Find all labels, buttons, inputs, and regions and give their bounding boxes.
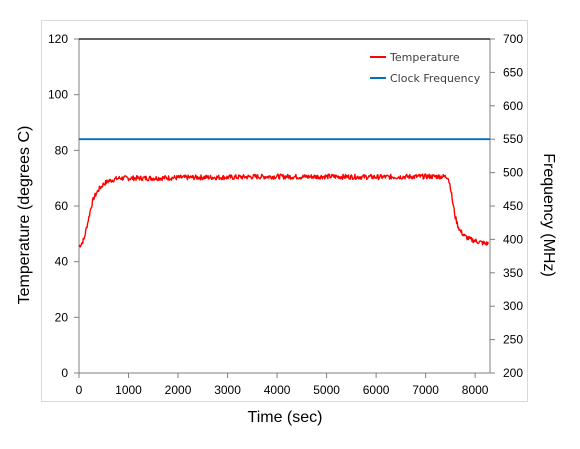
x-tick-label: 0 xyxy=(76,383,83,397)
x-tick-label: 4000 xyxy=(264,383,291,397)
y-right-tick: 350 xyxy=(490,266,523,280)
x-tick: 7000 xyxy=(412,373,439,397)
x-tick-label: 5000 xyxy=(313,383,340,397)
y-left-tick: 100 xyxy=(48,88,79,102)
y-left-tick-label: 80 xyxy=(55,143,69,157)
y-right-tick: 550 xyxy=(490,132,523,146)
y-right-tick: 200 xyxy=(490,366,523,380)
series-line-temperature xyxy=(78,173,490,248)
y-right-tick: 300 xyxy=(490,299,523,313)
axes: 0 20 40 60 80 100 120 200 250 300 350 400 450 500 550 6… xyxy=(48,32,523,397)
x-tick: 4000 xyxy=(264,373,291,397)
y-right-tick-label: 650 xyxy=(503,65,523,79)
chart-frame xyxy=(41,20,528,402)
y-axis-right-title: Frequency (MHz) xyxy=(540,153,557,277)
legend: Temperature Clock Frequency xyxy=(370,51,481,85)
x-tick-label: 1000 xyxy=(115,383,142,397)
legend-item: Clock Frequency xyxy=(370,72,481,85)
y-right-tick-label: 350 xyxy=(503,266,523,280)
x-tick-label: 8000 xyxy=(462,383,489,397)
y-left-tick: 20 xyxy=(55,310,79,324)
y-right-tick: 250 xyxy=(490,333,523,347)
y-axis-left-title: Temperature (degrees C) xyxy=(16,125,33,305)
y-left-tick-label: 120 xyxy=(48,32,68,46)
y-left-tick: 0 xyxy=(61,366,79,380)
legend-label: Clock Frequency xyxy=(390,72,481,85)
y-left-tick: 60 xyxy=(55,199,79,213)
y-left-tick-label: 40 xyxy=(55,255,69,269)
y-right-tick-label: 600 xyxy=(503,99,523,113)
y-left-tick: 40 xyxy=(55,255,79,269)
y-left-tick: 120 xyxy=(48,32,79,46)
x-tick: 1000 xyxy=(115,373,142,397)
x-tick: 6000 xyxy=(363,373,390,397)
y-right-tick: 450 xyxy=(490,199,523,213)
legend-label: Temperature xyxy=(389,51,460,64)
y-left-tick-label: 0 xyxy=(61,366,68,380)
y-right-tick: 650 xyxy=(490,65,523,79)
y-left-tick-label: 100 xyxy=(48,88,68,102)
y-right-tick-label: 300 xyxy=(503,299,523,313)
y-right-tick: 600 xyxy=(490,99,523,113)
x-tick: 0 xyxy=(76,373,83,397)
x-tick-label: 7000 xyxy=(412,383,439,397)
x-tick-label: 3000 xyxy=(214,383,241,397)
y-left-tick: 80 xyxy=(55,143,79,157)
legend-item: Temperature xyxy=(370,51,460,64)
x-tick-label: 2000 xyxy=(165,383,192,397)
y-right-tick: 700 xyxy=(490,32,523,46)
y-left-tick-label: 60 xyxy=(55,199,69,213)
y-right-tick-label: 700 xyxy=(503,32,523,46)
y-right-tick-label: 400 xyxy=(503,232,523,246)
y-right-tick-label: 550 xyxy=(503,132,523,146)
series-layer xyxy=(78,138,490,248)
y-right-tick-label: 200 xyxy=(503,366,523,380)
y-right-tick: 400 xyxy=(490,232,523,246)
y-left-tick-label: 20 xyxy=(55,310,69,324)
y-right-tick-label: 500 xyxy=(503,166,523,180)
x-tick: 5000 xyxy=(313,373,340,397)
x-axis-title: Time (sec) xyxy=(247,409,323,426)
x-tick: 3000 xyxy=(214,373,241,397)
x-tick: 2000 xyxy=(165,373,192,397)
x-tick-label: 6000 xyxy=(363,383,390,397)
x-tick: 8000 xyxy=(462,373,489,397)
y-right-tick-label: 250 xyxy=(503,333,523,347)
y-right-tick-label: 450 xyxy=(503,199,523,213)
y-right-tick: 500 xyxy=(490,166,523,180)
